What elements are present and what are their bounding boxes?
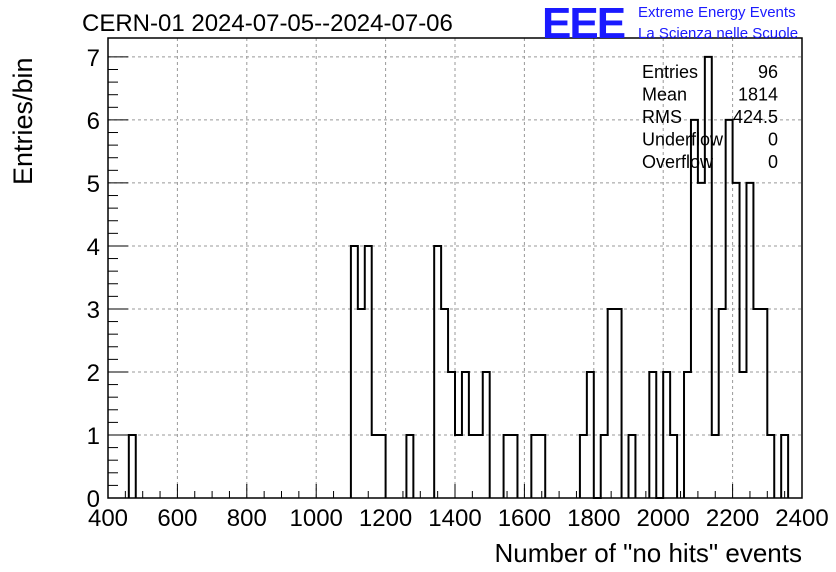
x-tick-label: 1000 <box>290 505 343 532</box>
histogram-bin <box>587 372 594 498</box>
histogram-bin <box>733 183 740 498</box>
histogram-bin <box>726 120 733 498</box>
x-tick-label: 1400 <box>428 505 481 532</box>
histogram-bin <box>531 435 538 498</box>
histogram-bin <box>663 372 670 498</box>
y-tick-label: 5 <box>87 171 100 198</box>
x-tick-label: 1200 <box>359 505 412 532</box>
histogram-bin <box>753 309 760 498</box>
histogram-bin <box>684 372 691 498</box>
x-tick-label: 1600 <box>498 505 551 532</box>
histogram-bin <box>462 372 469 498</box>
x-tick-label: 2400 <box>775 505 828 532</box>
stats-box: Entries 96 Mean 1814 RMS 424.5 Underflow 0 Overf… <box>642 62 778 172</box>
histogram-bin <box>476 435 483 498</box>
histogram-bin <box>698 183 705 498</box>
histogram-bin <box>746 183 753 498</box>
histogram-bin <box>691 120 698 498</box>
histogram-bin <box>705 57 712 498</box>
histogram-bin <box>406 435 413 498</box>
grid-lines <box>108 38 802 498</box>
y-tick-label: 3 <box>87 297 100 324</box>
histogram-bin <box>448 372 455 498</box>
histogram-bin <box>351 246 358 498</box>
x-tick-label: 1800 <box>567 505 620 532</box>
y-tick-label: 2 <box>87 360 100 387</box>
y-tick-label: 7 <box>87 45 100 72</box>
stats-value: 0 <box>768 152 778 172</box>
histogram-bin <box>504 435 511 498</box>
y-tick-label: 1 <box>87 423 100 450</box>
logo-line-2: La Scienza nelle Scuole <box>638 25 799 42</box>
histogram-bin <box>469 435 476 498</box>
histogram-bin <box>608 309 615 498</box>
histogram-bin <box>601 435 608 498</box>
histogram-bin <box>538 435 545 498</box>
histogram-bin <box>358 309 365 498</box>
x-axis-label: Number of "no hits" events <box>494 538 803 568</box>
x-tick-label: 2200 <box>706 505 759 532</box>
histogram-bin <box>372 435 379 498</box>
histogram-bin <box>129 435 136 498</box>
eee-logo: EEE <box>542 0 626 48</box>
axes <box>107 37 803 499</box>
histogram-bin <box>719 309 726 498</box>
stats-label: Underflow <box>642 130 724 150</box>
histogram-bin <box>455 435 462 498</box>
histogram-bin <box>379 435 386 498</box>
x-tick-label: 600 <box>157 505 197 532</box>
histogram-bin <box>629 435 636 498</box>
histogram-bin <box>767 435 774 498</box>
histogram-bin <box>712 435 719 498</box>
stats-label: Overflow <box>642 152 714 172</box>
stats-value: 0 <box>768 130 778 150</box>
y-axis-label: Entries/bin <box>8 57 38 185</box>
histogram-bin <box>511 435 518 498</box>
x-tick-label: 400 <box>88 505 128 532</box>
y-tick-label: 0 <box>87 486 100 513</box>
stats-label: RMS <box>642 107 682 127</box>
histogram-bin <box>580 435 587 498</box>
x-tick-label: 800 <box>227 505 267 532</box>
chart-title: CERN-01 2024-07-05--2024-07-06 <box>82 10 453 37</box>
histogram-bin <box>740 372 747 498</box>
logo-line-1: Extreme Energy Events <box>638 4 796 21</box>
tick-labels: 400 600 800 1000 1200 1400 1600 1800 2000 2200 240… <box>87 45 829 532</box>
stats-label: Mean <box>642 85 687 105</box>
stats-label: Entries <box>642 62 698 82</box>
histogram-bin <box>483 372 490 498</box>
stats-value: 96 <box>758 62 778 82</box>
histogram-bin <box>781 435 788 498</box>
histogram-bars <box>127 55 790 499</box>
stats-value: 1814 <box>738 85 778 105</box>
histogram-bin <box>649 372 656 498</box>
histogram-bin <box>615 309 622 498</box>
histogram-bin <box>441 309 448 498</box>
histogram-bin <box>760 309 767 498</box>
histogram-bin <box>434 246 441 498</box>
y-tick-label: 6 <box>87 108 100 135</box>
histogram-bin <box>670 435 677 498</box>
y-tick-label: 4 <box>87 234 100 261</box>
histogram-bin <box>365 246 372 498</box>
stats-value: 424.5 <box>733 107 778 127</box>
x-tick-label: 2000 <box>637 505 690 532</box>
